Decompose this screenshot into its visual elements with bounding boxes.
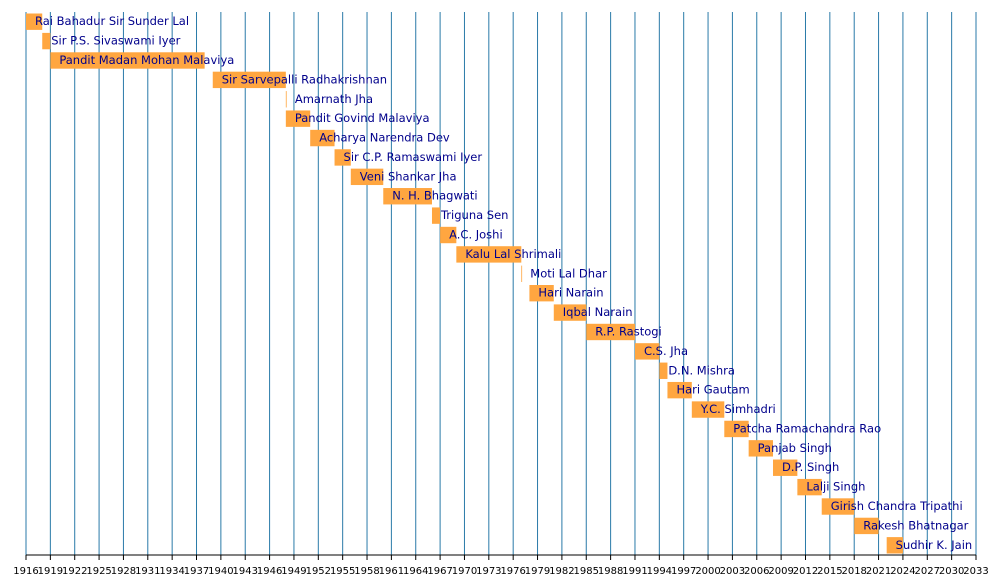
bar: [553, 304, 587, 321]
bar: [854, 517, 879, 535]
x-tick-label: 1916: [13, 566, 38, 577]
bar-label: R.P. Rastogi: [595, 324, 662, 338]
x-tick-label: 1967: [427, 566, 452, 577]
x-tick-label: 1994: [647, 566, 672, 577]
bar-label: Iqbal Narain: [563, 305, 633, 319]
bar-label: Sudhir K. Jain: [896, 538, 973, 552]
x-tick-label: 1937: [184, 566, 209, 577]
bar-label: Acharya Narendra Dev: [319, 131, 450, 145]
bar: [886, 537, 903, 554]
x-tick-label: 1997: [671, 566, 696, 577]
bar: [212, 71, 286, 89]
x-tick-label: 2012: [793, 566, 818, 577]
x-tick-label: 1988: [598, 566, 623, 577]
bar-label: Pandit Govind Malaviya: [295, 111, 430, 125]
bar: [773, 459, 798, 476]
x-tick-label: 1955: [330, 566, 355, 577]
x-tick-label: 1934: [159, 566, 184, 577]
x-tick-label: 1946: [257, 566, 282, 577]
x-tick-label: 1958: [354, 566, 379, 577]
x-tick-label: 2027: [915, 566, 940, 577]
bar: [797, 478, 822, 496]
x-tick-label: 2006: [744, 566, 769, 577]
bar-label: Hari Narain: [538, 286, 603, 300]
x-tick-label: 1970: [452, 566, 477, 577]
x-tick-label: 2024: [890, 566, 915, 577]
x-tick-label: 2009: [768, 566, 793, 577]
bar-label: Hari Gautam: [676, 383, 749, 397]
x-tick-label: 2000: [695, 566, 720, 577]
bar: [748, 440, 774, 457]
bar: [691, 401, 725, 418]
bar-label: D.N. Mishra: [668, 363, 735, 377]
bar-label: Sir C.P. Ramaswami Iyer: [344, 150, 483, 164]
x-tick-label: 2030: [939, 566, 964, 577]
bar: [350, 168, 384, 186]
bar-label: Veni Shankar Jha: [360, 169, 457, 183]
x-tick-label: 1979: [525, 566, 550, 577]
bar-label: A.C. Joshi: [449, 228, 503, 242]
bar: [456, 246, 522, 263]
bar: [26, 13, 43, 30]
bar-label: Triguna Sen: [440, 208, 509, 222]
x-tick-label: 1976: [500, 566, 525, 577]
bar-label: Panjab Singh: [758, 441, 832, 455]
bar-label: D.P. Singh: [782, 460, 839, 474]
bar-label: Sir P.S. Sivaswami Iyer: [51, 34, 180, 48]
bar-label: Moti Lal Dhar: [530, 266, 607, 280]
x-tick-label: 1940: [208, 566, 233, 577]
x-tick-label: 1949: [281, 566, 306, 577]
bar: [383, 188, 432, 205]
x-tick-label: 1919: [38, 566, 63, 577]
x-tick-label: 2033: [963, 566, 988, 577]
x-tick-label: 1931: [135, 566, 160, 577]
bar: [667, 381, 692, 399]
bar-label: Rakesh Bhatnagar: [863, 518, 968, 532]
bar-label: Amarnath Jha: [295, 92, 373, 106]
x-tick-label: 1961: [379, 566, 404, 577]
x-tick-label: 2021: [866, 566, 891, 577]
x-tick-label: 1973: [476, 566, 501, 577]
bar: [285, 91, 287, 108]
bar: [586, 323, 635, 341]
x-tick-label: 2018: [841, 566, 866, 577]
bar: [521, 265, 523, 282]
bar: [310, 129, 335, 147]
bar: [334, 149, 351, 166]
bar: [659, 362, 668, 379]
bar: [529, 285, 554, 302]
bar: [634, 343, 660, 360]
bar-label: Sir Sarvepalli Radhakrishnan: [222, 72, 387, 86]
bar: [440, 226, 457, 244]
bar: [50, 52, 205, 69]
x-tick-label: 1922: [62, 566, 87, 577]
x-tick-label: 1982: [549, 566, 574, 577]
bar-label: Lalji Singh: [806, 480, 865, 494]
x-tick-label: 1952: [306, 566, 331, 577]
bar-label: Girish Chandra Tripathi: [831, 499, 963, 513]
bar: [431, 207, 441, 224]
x-tick-label: 1928: [111, 566, 136, 577]
x-tick-label: 2003: [720, 566, 745, 577]
bar-label: Kalu Lal Shrimali: [465, 247, 561, 261]
bar-label: Rai Bahadur Sir Sunder Lal: [35, 14, 189, 28]
x-tick-label: 1925: [86, 566, 111, 577]
x-tick-label: 2015: [817, 566, 842, 577]
bar: [42, 32, 51, 50]
bar-label: Pandit Madan Mohan Malaviya: [59, 53, 234, 67]
bar-label: N. H. Bhagwati: [392, 189, 477, 203]
bar-label: Patcha Ramachandra Rao: [733, 421, 881, 435]
x-tick-label: 1943: [233, 566, 258, 577]
bar: [285, 110, 311, 127]
bar: [821, 498, 855, 515]
bar-label: C.S. Jha: [644, 344, 688, 358]
bar-label: Y.C. Simhadri: [700, 402, 776, 416]
bar: [724, 420, 749, 438]
x-tick-label: 1991: [622, 566, 647, 577]
x-tick-label: 1985: [574, 566, 599, 577]
x-tick-label: 1964: [403, 566, 428, 577]
